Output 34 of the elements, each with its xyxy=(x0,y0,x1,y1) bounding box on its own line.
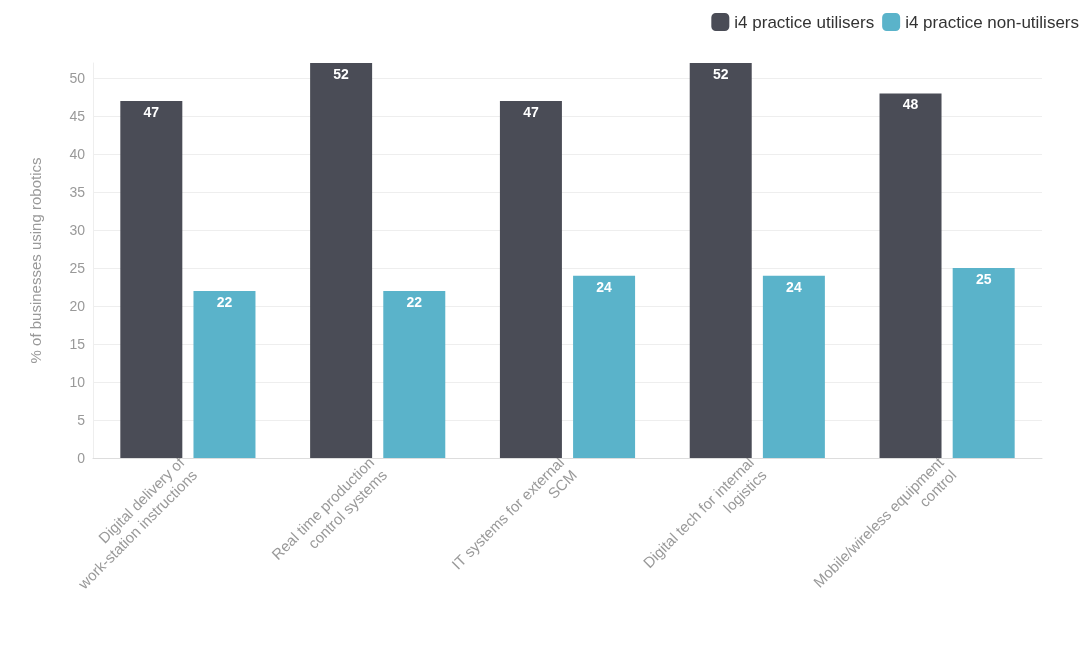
y-tick-label: 45 xyxy=(69,108,86,125)
legend-label: i4 practice non-utilisers xyxy=(905,12,1080,32)
data-label: 52 xyxy=(333,66,350,82)
y-tick-label: 15 xyxy=(69,336,86,353)
y-tick-label: 30 xyxy=(69,222,86,239)
data-label: 24 xyxy=(596,278,613,295)
data-label: 47 xyxy=(523,103,539,120)
y-tick-label: 10 xyxy=(69,374,86,391)
legend-label: i4 practice utilisers xyxy=(734,12,875,32)
y-tick-label: 35 xyxy=(69,184,86,201)
bar xyxy=(120,100,183,458)
y-axis-title: % of businesses using robotics xyxy=(27,157,44,364)
bar xyxy=(573,275,636,458)
bar xyxy=(762,275,825,458)
data-label: 52 xyxy=(712,66,729,82)
data-label: 24 xyxy=(786,278,802,295)
y-tick-label: 20 xyxy=(69,298,86,315)
y-tick-label: 50 xyxy=(69,70,86,87)
bar xyxy=(499,100,562,458)
data-label: 48 xyxy=(902,96,919,113)
bar xyxy=(689,63,752,458)
data-label: 25 xyxy=(975,271,992,288)
y-tick-label: 0 xyxy=(77,450,86,466)
bar xyxy=(879,93,942,458)
bar xyxy=(310,63,373,458)
data-label: 47 xyxy=(143,103,160,120)
data-label: 22 xyxy=(216,293,233,310)
data-label: 22 xyxy=(406,293,423,310)
y-tick-label: 5 xyxy=(77,412,86,429)
bar xyxy=(383,290,446,458)
y-tick-label: 25 xyxy=(69,260,86,277)
y-tick-label: 40 xyxy=(69,146,86,163)
bar xyxy=(952,268,1015,458)
bar xyxy=(193,290,256,458)
